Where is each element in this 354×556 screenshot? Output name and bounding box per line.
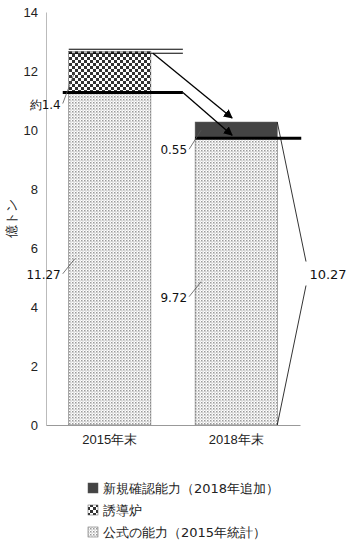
y-tick-label: 4 xyxy=(31,300,38,315)
label-leader xyxy=(63,259,75,274)
legend-label: 新規確認能力（2018年追加） xyxy=(103,481,279,496)
legend-label: 誘導炉 xyxy=(103,503,142,518)
label-leader xyxy=(189,282,201,297)
decoration xyxy=(63,49,306,425)
y-tick: 10 xyxy=(24,123,46,138)
annotation: 10.27 xyxy=(309,267,346,282)
x-tick-label: 2018年末 xyxy=(209,432,264,447)
y-axis: 0 2 4 6 8 10 12 14 xyxy=(24,5,47,433)
level-line xyxy=(69,53,183,54)
legend: 新規確認能力（2018年追加） 誘導炉公式の能力（2015年統計） xyxy=(88,481,279,540)
y-tick: 2 xyxy=(31,359,46,374)
y-tick-label: 6 xyxy=(31,241,38,256)
label-leader xyxy=(189,130,201,149)
bracket xyxy=(277,286,306,425)
x-tick: 2015年末 xyxy=(82,425,137,447)
y-tick-label: 8 xyxy=(31,182,38,197)
y-tick-label: 0 xyxy=(31,418,38,433)
data-label: 0.55 xyxy=(160,143,187,157)
y-tick: 6 xyxy=(31,241,46,256)
legend-swatch xyxy=(88,483,98,493)
x-tick-label: 2015年末 xyxy=(82,432,137,447)
y-tick-label: 12 xyxy=(24,64,38,79)
level-line xyxy=(63,91,183,94)
data-label: 9.72 xyxy=(160,291,187,305)
y-tick: 4 xyxy=(31,300,46,315)
y-tick: 14 xyxy=(24,5,46,20)
y-tick: 8 xyxy=(31,182,46,197)
bar-segment xyxy=(195,122,277,138)
arrow xyxy=(153,53,232,118)
label-leader xyxy=(63,72,75,104)
x-tick: 2018年末 xyxy=(209,425,264,447)
legend-swatch xyxy=(88,505,98,515)
legend-swatch xyxy=(88,527,98,537)
bar-segment xyxy=(69,93,151,425)
y-axis-title: 億トン xyxy=(4,199,19,238)
x-axis: 2015年末 2018年末 xyxy=(47,425,301,447)
bar-segment xyxy=(69,51,151,92)
level-line xyxy=(69,49,183,50)
y-tick: 0 xyxy=(31,418,46,433)
chart: 0 2 4 6 8 10 12 14 億トン 2015年末 2018年末 11.27 約1.4 9.72 0… xyxy=(0,0,354,556)
x-axis-line xyxy=(47,425,301,426)
data-label: 11.27 xyxy=(26,268,60,282)
legend-label: 公式の能力（2015年統計） xyxy=(103,525,266,540)
data-label: 約1.4 xyxy=(30,98,61,112)
level-line xyxy=(195,137,301,140)
y-tick-label: 2 xyxy=(31,359,38,374)
y-axis-line xyxy=(46,13,47,426)
bars xyxy=(69,51,278,425)
y-tick-label: 14 xyxy=(24,5,38,20)
arrow xyxy=(183,93,232,136)
bracket xyxy=(277,122,306,261)
y-tick: 12 xyxy=(24,64,46,79)
y-tick-label: 10 xyxy=(24,123,38,138)
data-labels: 11.27 約1.4 9.72 0.55 xyxy=(26,72,201,305)
bar-segment xyxy=(195,138,277,425)
